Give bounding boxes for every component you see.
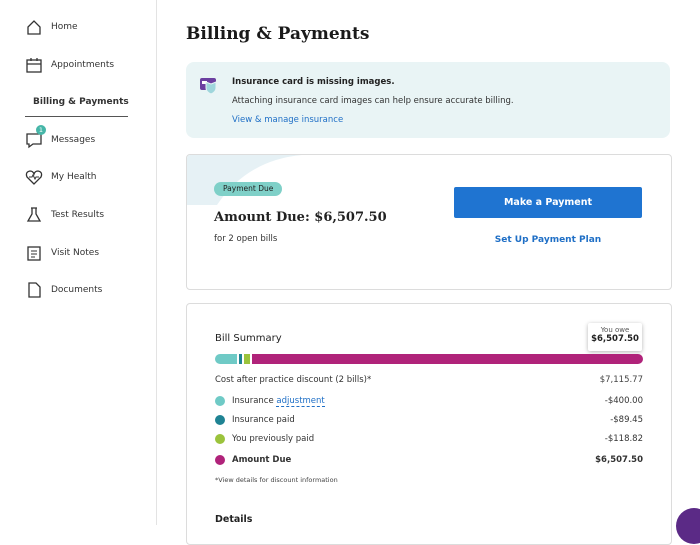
nav-item[interactable]: Visit Notes <box>25 242 99 264</box>
nav-label: My Health <box>51 172 97 183</box>
tooltip: You owe $6,507.50 <box>588 323 642 351</box>
legend-dot <box>215 415 225 425</box>
row-label: Insurance paid <box>232 415 295 425</box>
amount-due: Amount Due: $6,507.50 <box>214 210 387 225</box>
nav-item[interactable]: Home <box>25 16 78 38</box>
summary-title: Bill Summary <box>215 333 282 344</box>
nav-label: Test Results <box>51 210 105 220</box>
payment-badge: Payment Due <box>214 182 283 196</box>
chat-button[interactable] <box>676 508 700 544</box>
nav-item[interactable]: Billing & Payments <box>25 91 129 118</box>
row-value: $6,507.50 <box>595 455 643 465</box>
total-label: Cost after practice discount (2 bills)* <box>215 375 372 385</box>
nav-label: Visit Notes <box>51 247 100 258</box>
row-value: -$400.00 <box>604 396 643 406</box>
row-value: -$89.45 <box>610 415 643 425</box>
nav-icon <box>26 207 42 222</box>
alert-title: Insurance card is missing images. <box>232 77 395 87</box>
payment-card: Payment Due Amount Due: $6,507.50 for 2 … <box>186 154 672 290</box>
row-label: Amount Due <box>232 455 292 465</box>
nav-label: Billing & Payments <box>33 97 129 108</box>
nav-icon <box>28 282 41 298</box>
bar-segment <box>239 354 243 364</box>
payment-plan-link[interactable]: Set Up Payment Plan <box>494 235 602 245</box>
nav-item[interactable]: Messages 1 <box>25 124 96 151</box>
nav-icon <box>26 133 42 149</box>
nav-icon <box>27 20 41 35</box>
row-link[interactable]: adjustment <box>276 396 325 407</box>
alert-link[interactable]: View & manage insurance <box>232 115 344 125</box>
row-value: -$118.82 <box>604 434 643 444</box>
decor-wave <box>187 155 302 205</box>
tooltip-value: $6,507.50 <box>591 334 639 344</box>
nav-icon <box>25 170 43 186</box>
footnote: *View details for discount information <box>215 476 338 484</box>
tooltip-label: You owe <box>600 326 630 334</box>
summary-row: Amount Due $6,507.50 <box>215 455 643 465</box>
bar-segment <box>215 354 238 364</box>
nav-icon <box>27 245 41 261</box>
nav-icon <box>26 57 42 73</box>
nav-label: Appointments <box>51 59 115 70</box>
bar-segment <box>244 354 250 364</box>
alert-icon <box>200 78 217 95</box>
make-payment-button[interactable]: Make a Payment <box>454 187 642 218</box>
row-label: You previously paid <box>232 434 315 444</box>
bar-segment <box>251 354 643 364</box>
legend-dot <box>215 396 225 406</box>
nav-item[interactable]: Appointments <box>25 54 114 76</box>
details-heading: Details <box>215 514 253 525</box>
sidebar: Home Appointments Billing & Payments Messag… <box>0 0 157 525</box>
nav-item[interactable]: Documents <box>25 279 102 301</box>
nav-label: Messages <box>51 134 96 145</box>
alert-text: Attaching insurance card images can help… <box>232 96 514 106</box>
bill-summary-card: Bill Summary You owe $6,507.50 Cost afte… <box>186 303 672 545</box>
nav-item[interactable]: Test Results <box>25 204 104 226</box>
row-label: Insurance <box>232 396 274 406</box>
legend-dot <box>215 455 225 465</box>
nav-badge: 1 <box>36 124 46 135</box>
summary-bar <box>215 354 643 364</box>
nav-item[interactable]: My Health <box>25 166 97 188</box>
summary-row: Insurance paid -$89.45 <box>215 415 643 425</box>
summary-row: You previously paid -$118.82 <box>215 434 643 444</box>
total-row: Cost after practice discount (2 bills)* … <box>215 375 643 385</box>
legend-dot <box>215 434 225 444</box>
nav-label: Home <box>51 22 78 32</box>
open-bills: for 2 open bills <box>214 234 278 244</box>
total-value: $7,115.77 <box>599 375 643 385</box>
insurance-alert: Insurance card is missing images. Attach… <box>186 62 670 138</box>
page-title: Billing & Payments <box>186 24 370 44</box>
summary-row: Insurance adjustment -$400.00 <box>215 396 643 407</box>
nav-label: Documents <box>51 285 103 296</box>
